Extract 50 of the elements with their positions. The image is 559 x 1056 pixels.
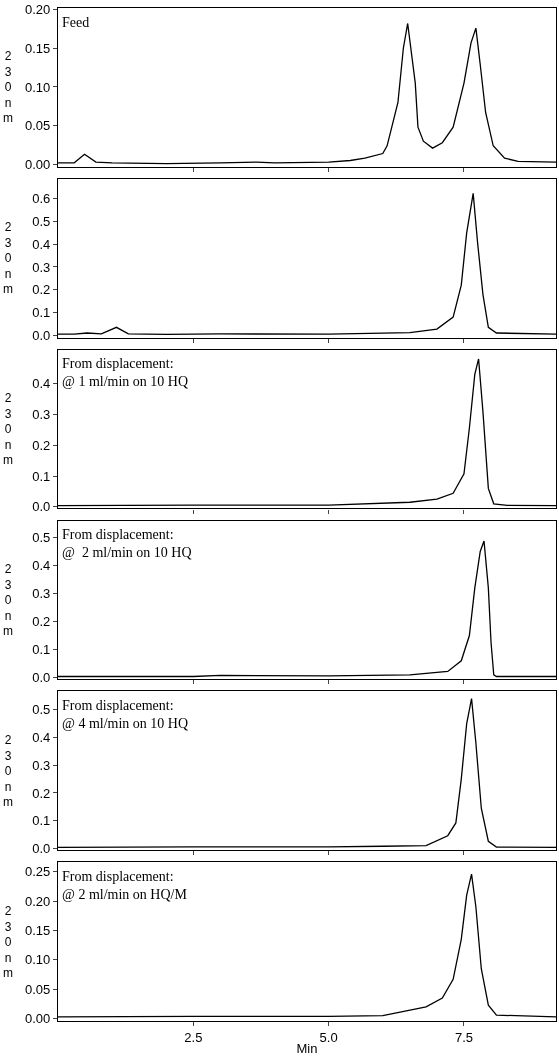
x-axis-title: Min xyxy=(296,1041,318,1056)
y-tick-label: 0.15 xyxy=(24,923,51,939)
y-axis-title: 230nm xyxy=(3,904,13,981)
y-tick-label: 0.5 xyxy=(32,702,51,718)
x-tick-label: 2.5 xyxy=(184,1029,203,1045)
text: Feed xyxy=(62,15,90,30)
text: From displacement: @ 2 ml/min on HQ/M xyxy=(62,869,188,903)
y-tick-label: 0.5 xyxy=(32,529,51,545)
y-tick-label: 0.1 xyxy=(32,468,51,484)
y-axis-title: 230nm xyxy=(3,391,13,468)
text: From displacement: @ 4 ml/min on 10 HQ xyxy=(62,698,189,732)
y-tick-label: 0.20 xyxy=(24,893,51,909)
y-tick-label: 0.2 xyxy=(32,282,51,298)
y-tick-label: 0.10 xyxy=(24,79,51,95)
y-tick-label: 0.2 xyxy=(32,785,51,801)
y-tick-label: 0.0 xyxy=(32,841,51,857)
y-tick-label: 0.6 xyxy=(32,191,51,207)
y-tick-label: 0.00 xyxy=(24,156,51,172)
x-tick-label: 7.5 xyxy=(454,1029,474,1045)
text: From displacement: @ 2 ml/min on 10 HQ xyxy=(62,527,192,561)
y-tick-label: 0.4 xyxy=(32,557,51,573)
y-tick-label: 0.2 xyxy=(32,437,51,453)
y-tick-label: 0.10 xyxy=(24,952,51,968)
y-tick-label: 0.0 xyxy=(32,327,51,343)
y-tick-label: 0.05 xyxy=(24,118,51,134)
y-tick-label: 0.2 xyxy=(32,614,51,630)
y-tick-label: 0.20 xyxy=(24,2,51,18)
y-axis-title: 230nm xyxy=(3,220,13,297)
y-tick-label: 0.00 xyxy=(24,1011,51,1027)
y-tick-label: 0.4 xyxy=(32,730,51,746)
text: From displacement: @ 1 ml/min on 10 HQ xyxy=(62,356,189,390)
y-tick-label: 0.15 xyxy=(24,40,51,56)
y-axis-title: 230nm xyxy=(3,733,13,810)
y-axis-title: 230nm xyxy=(3,562,13,639)
y-tick-label: 0.1 xyxy=(32,642,51,658)
y-tick-label: 0.1 xyxy=(32,305,51,321)
y-tick-label: 0.3 xyxy=(32,406,51,422)
y-tick-label: 0.3 xyxy=(32,259,51,275)
y-tick-label: 0.25 xyxy=(24,864,51,880)
y-tick-label: 0.0 xyxy=(32,670,51,686)
y-tick-label: 0.05 xyxy=(24,981,51,997)
y-tick-label: 0.3 xyxy=(32,586,51,602)
y-tick-label: 0.3 xyxy=(32,757,51,773)
y-tick-label: 0.4 xyxy=(32,376,51,392)
x-tick-label: 5.0 xyxy=(319,1029,338,1045)
y-tick-label: 0.1 xyxy=(32,813,51,829)
y-tick-label: 0.4 xyxy=(32,236,51,252)
y-axis-title: 230nm xyxy=(3,49,13,126)
y-tick-label: 0.5 xyxy=(32,213,51,229)
y-tick-label: 0.0 xyxy=(32,499,51,515)
